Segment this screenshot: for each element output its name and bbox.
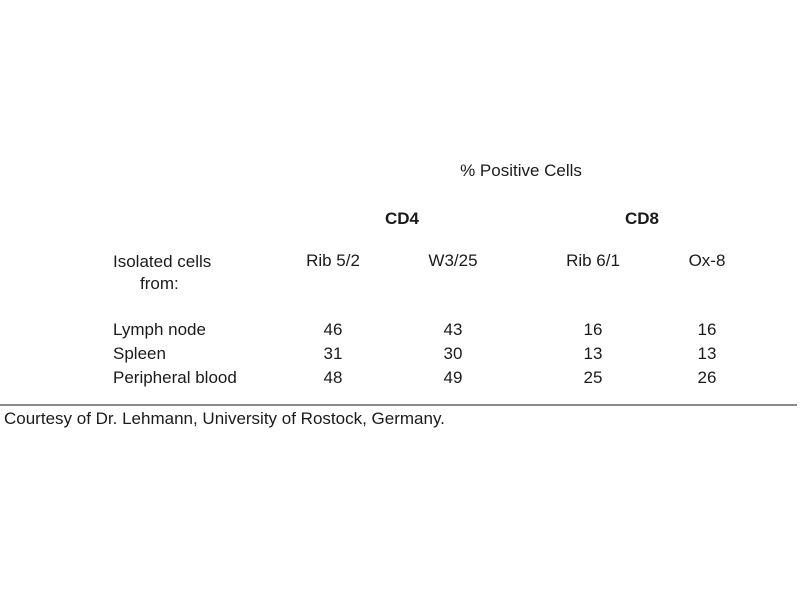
table-cell: 31 xyxy=(323,344,343,363)
table-cell: 43 xyxy=(443,320,463,339)
column-header-w3-25: W3/25 xyxy=(428,251,478,270)
table-cell: 16 xyxy=(697,320,717,339)
row-header: Isolated cells from: xyxy=(113,251,211,295)
group-header-cd4: CD4 xyxy=(384,209,420,228)
table-cell: 26 xyxy=(697,368,717,387)
table-cell: 25 xyxy=(583,368,603,387)
row-header-line2: from: xyxy=(140,274,179,293)
row-label-peripheral-blood: Peripheral blood xyxy=(113,368,237,387)
table-cell: 48 xyxy=(323,368,343,387)
divider-line xyxy=(0,404,797,406)
table-cell: 13 xyxy=(583,344,603,363)
table-cell: 46 xyxy=(323,320,343,339)
table-cell: 30 xyxy=(443,344,463,363)
column-header-ox-8: Ox-8 xyxy=(688,251,726,270)
column-header-rib-6-1: Rib 6/1 xyxy=(566,251,620,270)
table-title: % Positive Cells xyxy=(460,161,582,180)
column-header-rib-5-2: Rib 5/2 xyxy=(306,251,360,270)
credit-text: Courtesy of Dr. Lehmann, University of R… xyxy=(4,409,445,428)
row-label-lymph-node: Lymph node xyxy=(113,320,206,339)
row-label-spleen: Spleen xyxy=(113,344,166,363)
table-cell: 49 xyxy=(443,368,463,387)
table-cell: 13 xyxy=(697,344,717,363)
group-header-cd8: CD8 xyxy=(624,209,660,228)
table-cell: 16 xyxy=(583,320,603,339)
row-header-line1: Isolated cells xyxy=(113,252,212,271)
